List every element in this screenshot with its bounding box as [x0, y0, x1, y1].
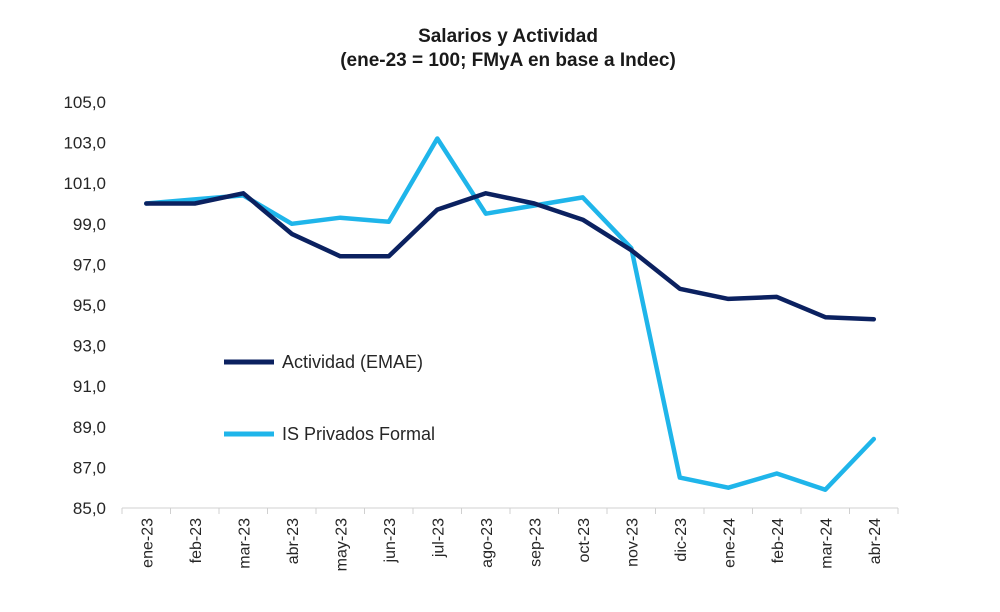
series-line-is-privados — [144, 136, 877, 492]
x-tick-label: mar-24 — [818, 518, 835, 569]
x-tick-label: dic-23 — [673, 518, 690, 562]
x-tick-label: ago-23 — [479, 518, 496, 568]
y-tick-label: 85,0 — [73, 499, 106, 518]
legend-label-is-privados: IS Privados Formal — [282, 424, 435, 444]
x-tick-label: feb-23 — [188, 518, 205, 563]
x-tick-label: abr-24 — [867, 518, 884, 564]
x-tick-label: abr-23 — [285, 518, 302, 564]
y-tick-label: 91,0 — [73, 377, 106, 396]
chart-title: Salarios y Actividad — [418, 26, 598, 47]
x-tick-label: ene-23 — [139, 518, 156, 568]
x-tick-label: may-23 — [333, 518, 350, 571]
series-lines — [144, 136, 877, 492]
x-tick-label: oct-23 — [576, 518, 593, 563]
x-axis: ene-23 feb-23 mar-23 abr-23 may-23 jun-23 jul-… — [121, 508, 899, 571]
y-tick-label: 103,0 — [63, 134, 106, 153]
y-tick-label: 89,0 — [73, 418, 106, 437]
x-tick-label: nov-23 — [624, 518, 641, 567]
x-tick-label: sep-23 — [527, 518, 544, 567]
y-tick-label: 95,0 — [73, 296, 106, 315]
y-tick-label: 97,0 — [73, 255, 106, 274]
y-tick-label: 101,0 — [63, 174, 106, 193]
legend-label-actividad: Actividad (EMAE) — [282, 352, 423, 372]
y-tick-label: 105,0 — [63, 93, 106, 112]
y-tick-label: 99,0 — [73, 215, 106, 234]
x-tick-label: feb-24 — [770, 518, 787, 563]
y-tick-label: 93,0 — [73, 337, 106, 356]
y-tick-label: 87,0 — [73, 458, 106, 477]
legend: Actividad (EMAE) IS Privados Formal — [224, 352, 435, 444]
y-axis: 105,0 103,0 101,0 99,0 97,0 95,0 93,0 91,0 89,0 8… — [63, 93, 106, 518]
chart-subtitle: (ene-23 = 100; FMyA en base a Indec) — [340, 50, 676, 71]
series-line-actividad — [144, 191, 877, 322]
x-tick-label: jul-23 — [430, 518, 447, 558]
x-tick-label: ene-24 — [721, 518, 738, 568]
x-tick-label: mar-23 — [236, 518, 253, 569]
x-tick-label: jun-23 — [382, 518, 399, 564]
